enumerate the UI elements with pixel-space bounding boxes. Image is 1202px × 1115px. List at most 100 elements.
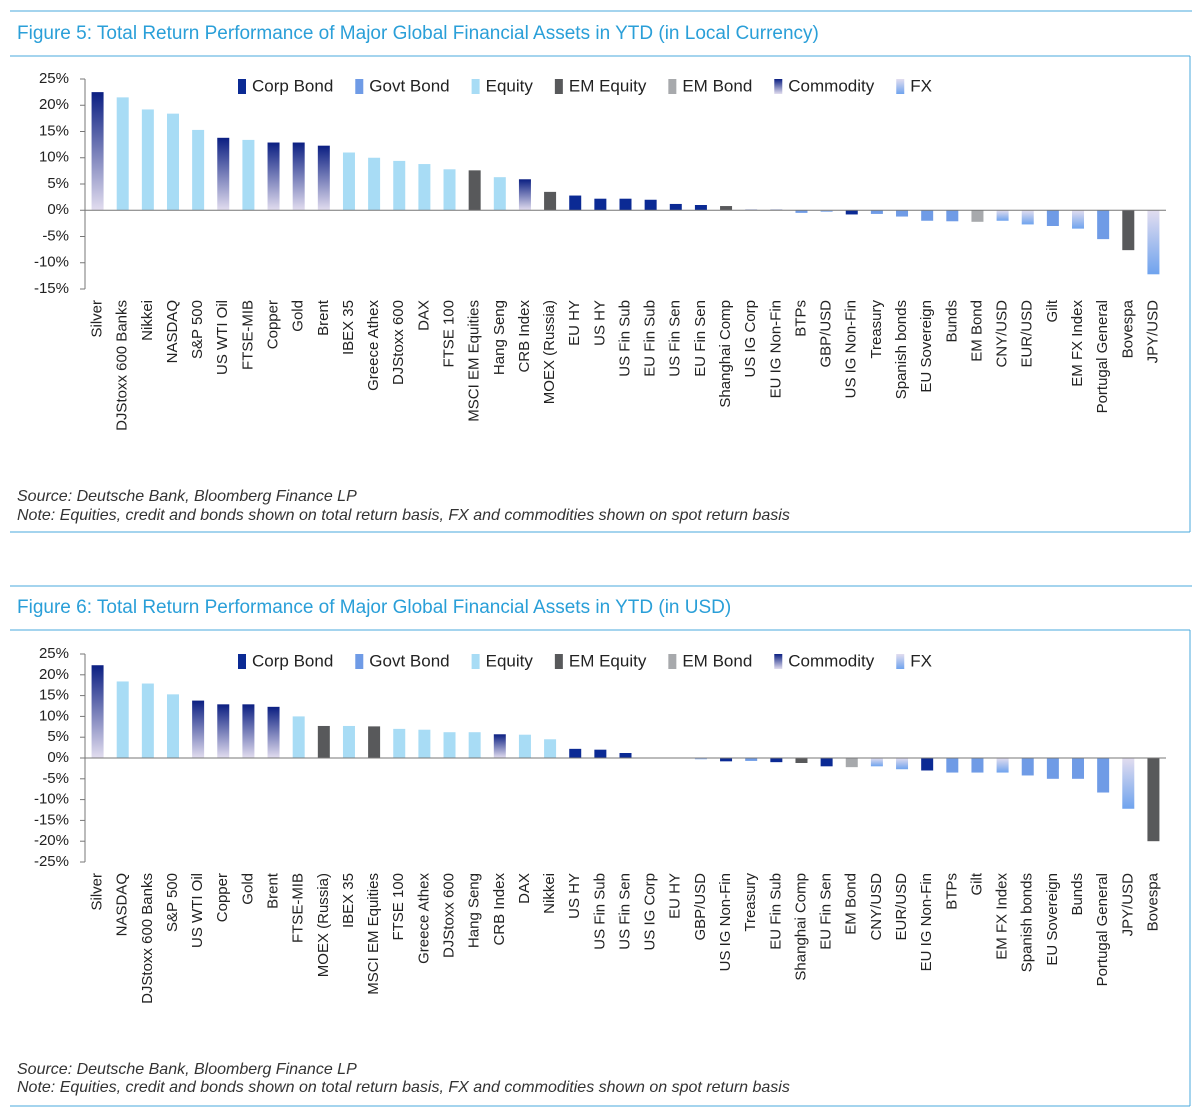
bar bbox=[493, 734, 506, 758]
bar bbox=[1147, 758, 1160, 842]
x-tick-label: CRB Index bbox=[516, 300, 533, 373]
bar bbox=[1122, 758, 1135, 809]
x-tick-label: Shanghai Comp bbox=[717, 300, 734, 408]
bar bbox=[418, 729, 431, 758]
x-tick-label: NASDAQ bbox=[114, 873, 131, 936]
legend-swatch bbox=[668, 654, 677, 669]
bar bbox=[418, 164, 431, 211]
bar bbox=[393, 160, 406, 211]
bar bbox=[921, 758, 934, 771]
bar bbox=[342, 725, 355, 758]
legend-label: Equity bbox=[486, 651, 534, 670]
x-tick-label: EU IG Non-Fin bbox=[918, 873, 935, 971]
bar bbox=[845, 758, 858, 768]
y-tick-label: -5% bbox=[42, 227, 69, 244]
x-tick-label: Nikkei bbox=[541, 873, 558, 914]
bar bbox=[443, 732, 456, 758]
bar bbox=[921, 210, 934, 221]
x-tick-label: EU IG Non-Fin bbox=[767, 300, 784, 398]
x-tick-label: US Fin Sen bbox=[667, 300, 684, 377]
x-tick-label: DJStoxx 600 bbox=[440, 873, 457, 958]
x-tick-label: BTPs bbox=[943, 873, 960, 910]
x-tick-label: US HY bbox=[591, 300, 608, 346]
x-tick-label: Gilt bbox=[1044, 299, 1061, 322]
bar bbox=[1046, 210, 1059, 226]
chart-title: Figure 6: Total Return Performance of Ma… bbox=[17, 597, 731, 618]
bar bbox=[1046, 758, 1059, 779]
x-tick-label: US IG Corp bbox=[642, 873, 659, 951]
x-tick-label: Greece Athex bbox=[415, 873, 432, 964]
bar bbox=[544, 739, 557, 758]
bar bbox=[619, 753, 632, 758]
legend-swatch bbox=[554, 79, 563, 94]
bar bbox=[368, 157, 381, 211]
bar bbox=[217, 137, 230, 211]
bar bbox=[669, 203, 682, 211]
legend-label: EM Bond bbox=[682, 651, 752, 670]
x-tick-label: EU Fin Sub bbox=[642, 300, 659, 377]
x-tick-label: JPY/USD bbox=[1144, 300, 1161, 364]
x-tick-label: Hang Seng bbox=[466, 873, 483, 948]
chart-title: Figure 5: Total Return Performance of Ma… bbox=[17, 23, 819, 44]
x-tick-label: Copper bbox=[214, 873, 231, 922]
bar bbox=[770, 758, 783, 763]
bar bbox=[217, 704, 230, 758]
y-tick-label: 20% bbox=[39, 96, 69, 113]
legend-swatch bbox=[238, 79, 246, 94]
x-tick-label: CNY/USD bbox=[994, 300, 1011, 368]
x-tick-label: EM FX Index bbox=[1069, 300, 1086, 387]
bar bbox=[342, 152, 355, 211]
x-tick-label: Brent bbox=[265, 872, 282, 909]
bar bbox=[1072, 210, 1085, 229]
legend-label: FX bbox=[910, 651, 932, 670]
bar bbox=[795, 758, 808, 763]
x-tick-label: Treasury bbox=[742, 873, 759, 932]
x-tick-label: GBP/USD bbox=[692, 873, 709, 941]
y-tick-label: 0% bbox=[47, 749, 69, 766]
bar bbox=[694, 758, 707, 760]
bar bbox=[267, 706, 280, 758]
x-tick-label: Bunds bbox=[1069, 873, 1086, 916]
bar bbox=[644, 199, 657, 211]
x-tick-label: US WTI Oil bbox=[214, 300, 231, 375]
bar bbox=[1147, 210, 1160, 275]
bar bbox=[1097, 210, 1110, 240]
x-tick-label: CRB Index bbox=[491, 873, 508, 946]
x-tick-label: US WTI Oil bbox=[189, 873, 206, 948]
y-tick-label: -5% bbox=[42, 770, 69, 787]
x-tick-label: EM Bond bbox=[843, 873, 860, 935]
x-tick-label: MOEX (Russia) bbox=[541, 300, 558, 404]
bar bbox=[317, 725, 330, 758]
x-tick-label: DJStoxx 600 Banks bbox=[139, 873, 156, 1004]
x-tick-label: DJStoxx 600 Banks bbox=[114, 300, 131, 431]
x-tick-label: US Fin Sub bbox=[616, 300, 633, 377]
bar bbox=[317, 145, 330, 211]
bar bbox=[192, 700, 205, 758]
y-tick-label: 20% bbox=[39, 666, 69, 683]
x-tick-label: Treasury bbox=[868, 300, 885, 359]
x-tick-label: Bovespa bbox=[1144, 872, 1161, 931]
x-tick-label: S&P 500 bbox=[164, 873, 181, 932]
y-tick-label: 5% bbox=[47, 175, 69, 192]
x-tick-label: MSCI EM Equities bbox=[365, 873, 382, 995]
legend-swatch bbox=[238, 654, 246, 669]
bar bbox=[971, 210, 984, 222]
bar bbox=[141, 109, 154, 211]
footnote: Note: Equities, credit and bonds shown o… bbox=[17, 1079, 790, 1096]
x-tick-label: EUR/USD bbox=[1019, 300, 1036, 368]
bar bbox=[116, 97, 129, 211]
x-tick-label: JPY/USD bbox=[1119, 873, 1136, 937]
bar bbox=[518, 734, 531, 758]
y-tick-label: -20% bbox=[34, 832, 69, 849]
bar bbox=[292, 142, 305, 211]
legend-label: EM Bond bbox=[682, 76, 752, 95]
x-tick-label: Spanish bonds bbox=[1019, 873, 1036, 972]
x-tick-label: EU HY bbox=[667, 873, 684, 919]
legend-swatch bbox=[355, 654, 364, 669]
x-tick-label: EU Fin Sen bbox=[818, 873, 835, 950]
x-tick-label: US IG Non-Fin bbox=[843, 300, 860, 398]
x-tick-label: DAX bbox=[516, 873, 533, 904]
legend-label: Commodity bbox=[788, 651, 874, 670]
x-tick-label: IBEX 35 bbox=[340, 873, 357, 928]
